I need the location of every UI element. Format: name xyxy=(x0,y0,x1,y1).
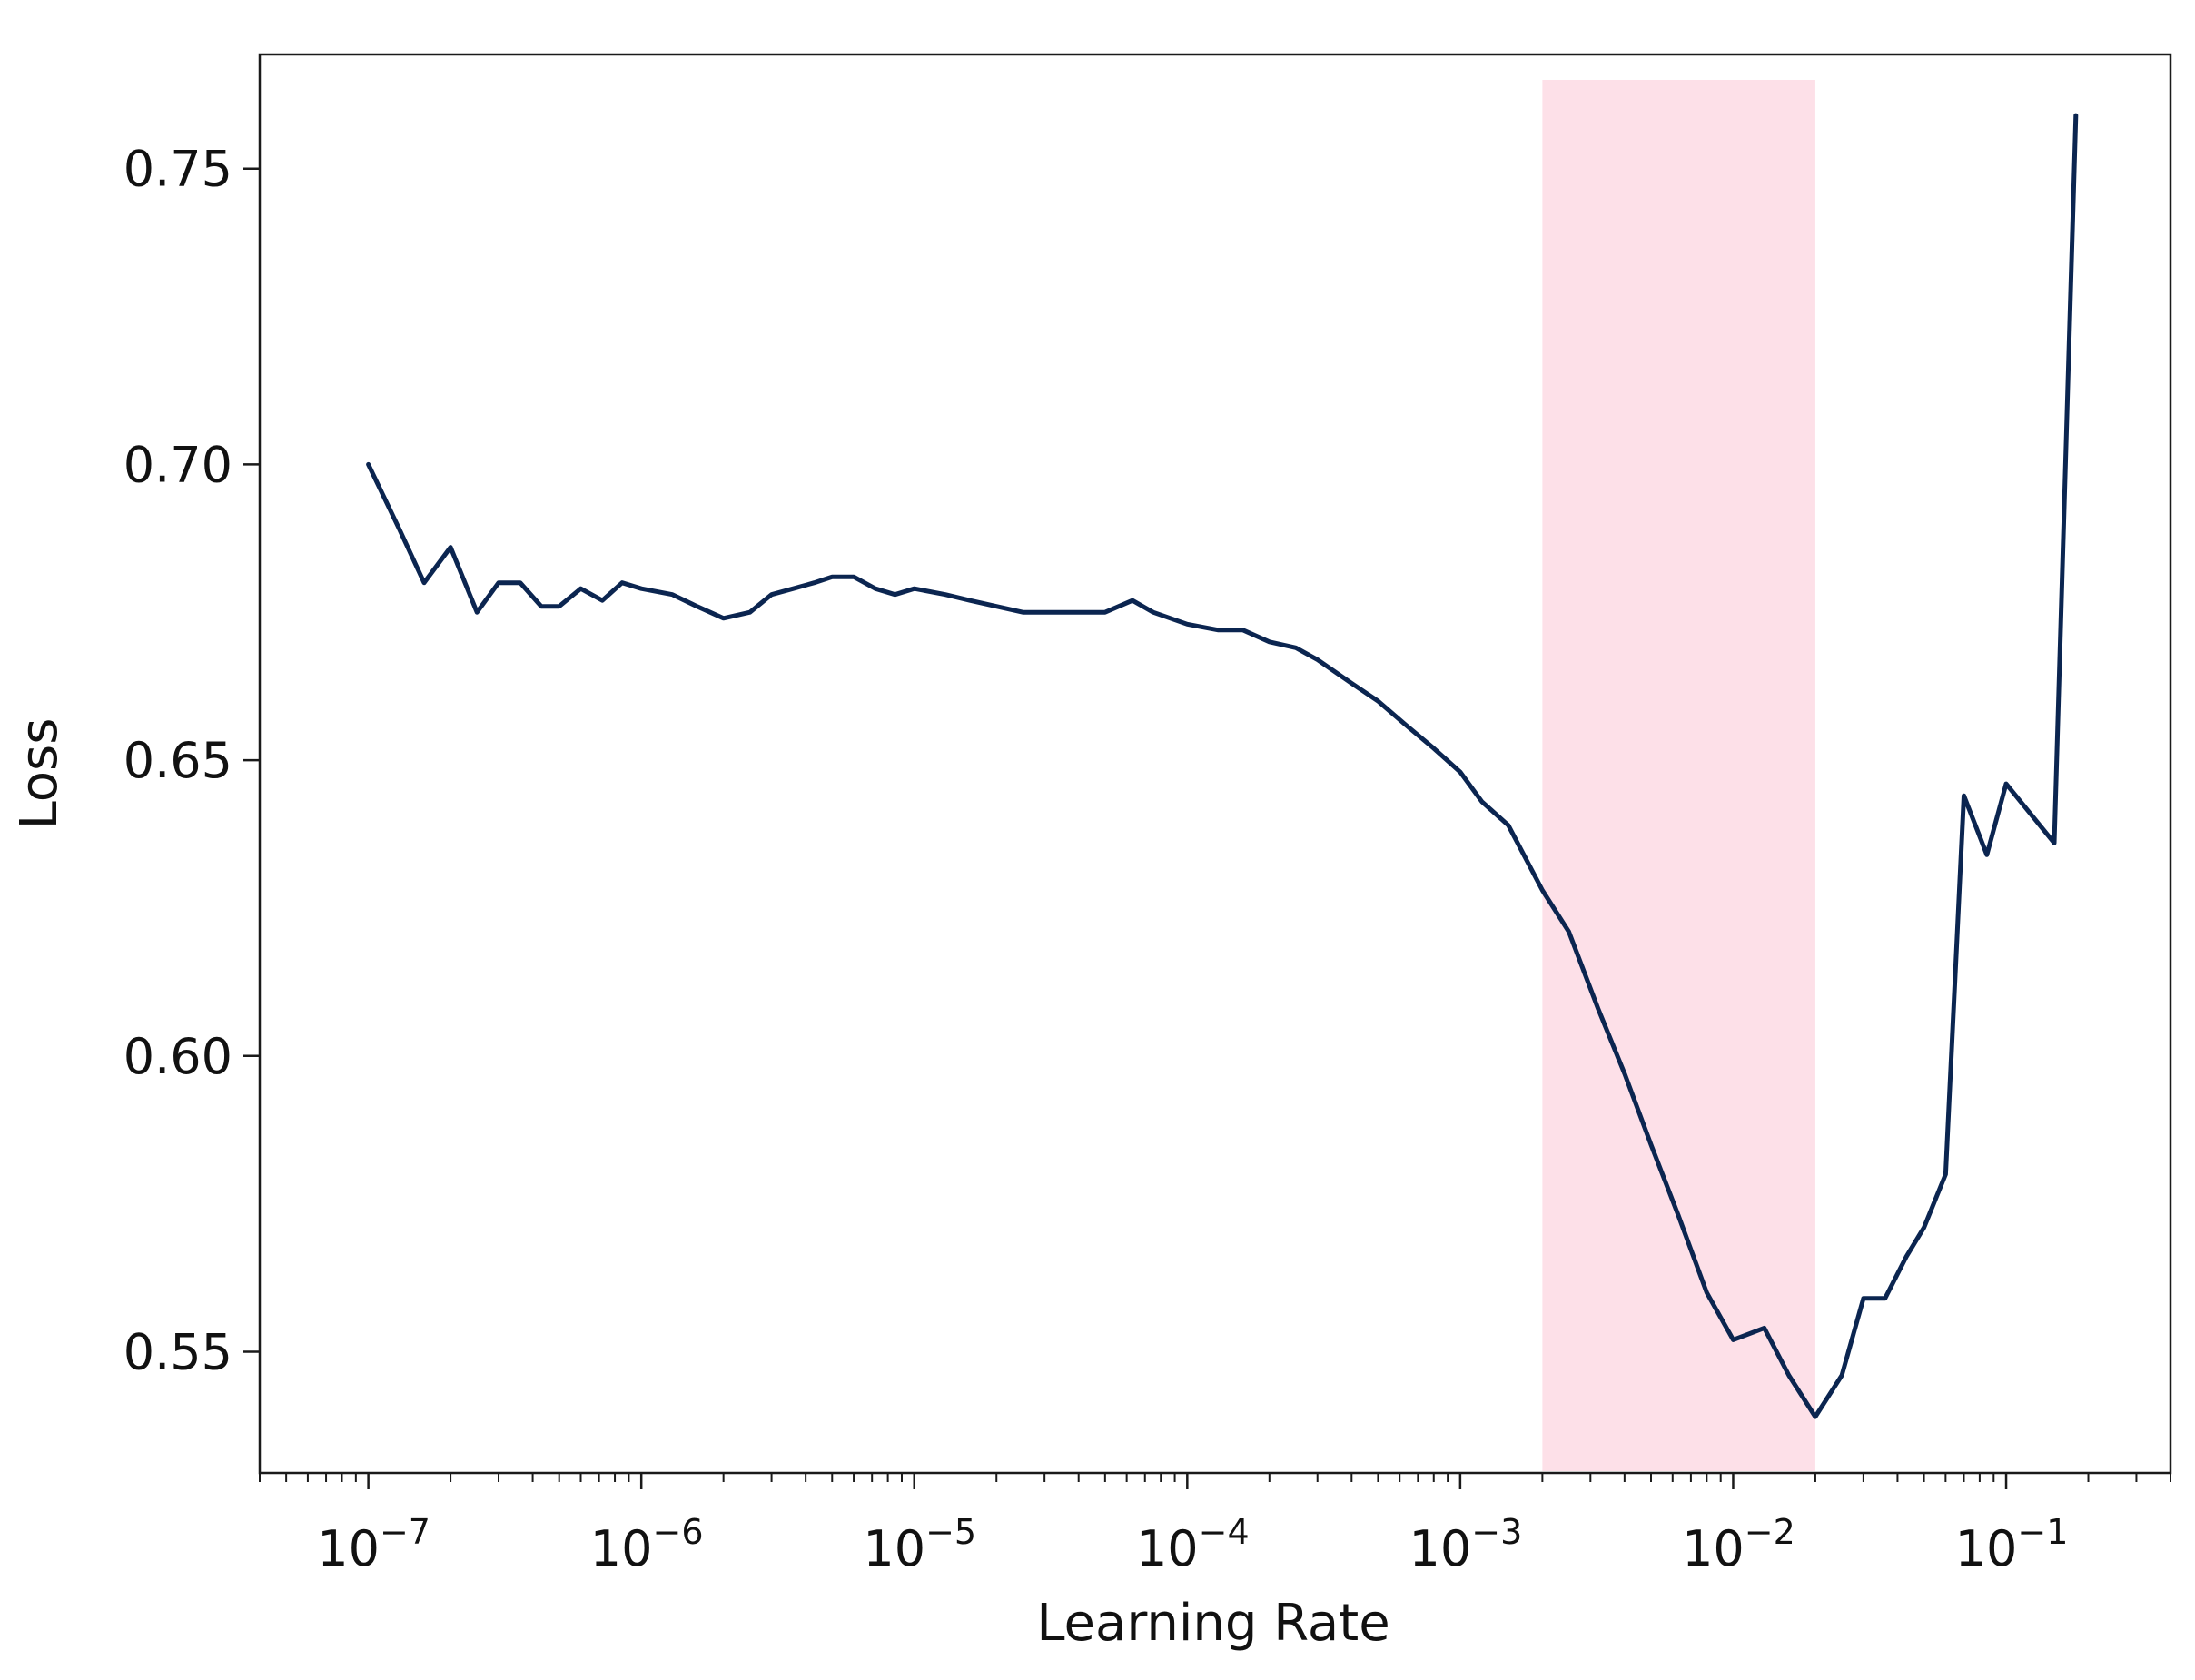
x-tick-label: 10−6 xyxy=(590,1512,704,1577)
x-axis-ticks: 10−7 10−6 10−5 10−4 10−3 10−2 10−1 xyxy=(259,1473,2171,1577)
x-tick-label: 10−1 xyxy=(1955,1512,2069,1577)
x-axis-label: Learning Rate xyxy=(1036,1594,1389,1653)
loss-series xyxy=(366,113,2079,1419)
y-tick-label: 0.75 xyxy=(124,141,232,198)
x-tick-label: 10−4 xyxy=(1136,1512,1250,1577)
x-tick-label: 10−2 xyxy=(1682,1512,1795,1577)
x-tick-label: 10−3 xyxy=(1409,1512,1523,1577)
loss-line xyxy=(366,113,2079,1419)
y-tick-label: 0.70 xyxy=(124,436,232,493)
y-axis-label: Loss xyxy=(10,718,69,830)
x-tick-label: 10−5 xyxy=(863,1512,976,1577)
x-tick-label: 10−7 xyxy=(317,1512,430,1577)
y-tick-label: 0.55 xyxy=(124,1323,232,1380)
y-tick-label: 0.65 xyxy=(124,732,232,789)
highlight-band xyxy=(1542,80,1815,1471)
y-axis-ticks: 0.55 0.60 0.65 0.70 0.75 xyxy=(124,141,260,1380)
plot-frame xyxy=(258,53,2172,1475)
highlight-region xyxy=(1542,80,1815,1471)
y-tick-label: 0.60 xyxy=(124,1028,232,1085)
